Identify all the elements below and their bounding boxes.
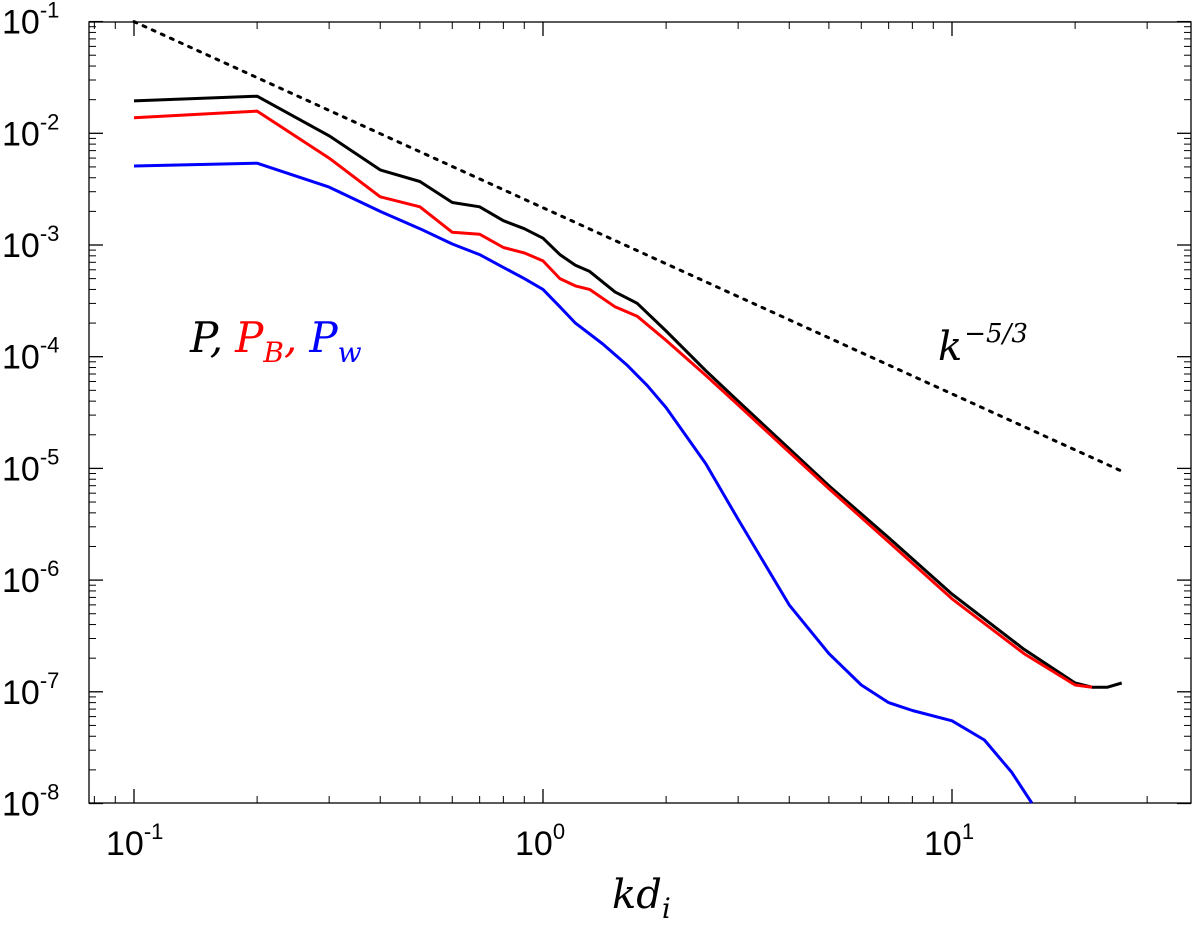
y-tick-label: 10-4 (2, 333, 59, 377)
x-axis-label: kdi (612, 872, 671, 925)
series-line-p-w (133, 161, 1034, 804)
x-axis: 10-1 100 101 (93, 22, 1148, 863)
y-tick-label: 10-2 (2, 109, 59, 153)
series-line-p-b (133, 109, 1093, 689)
y-tick-label: 10-5 (2, 444, 59, 488)
y-tick-label: 10-1 (2, 0, 59, 42)
y-axis: 10-1 10-2 10-3 10-4 10-5 10-6 10-7 10-8 (2, 0, 1191, 824)
legend: P, PB, Pw (189, 313, 362, 369)
series-layer (132, 20, 1124, 804)
series-line-k-5-3- (132, 20, 1124, 473)
y-tick-label: 10-8 (2, 780, 59, 824)
x-tick-label: 100 (515, 819, 565, 863)
x-tick-label: 10-1 (106, 819, 163, 863)
series-line-p (133, 94, 1123, 689)
x-tick-label: 101 (924, 819, 974, 863)
plot-frame (88, 21, 1192, 804)
legend-item-pw: P (308, 313, 338, 362)
legend-item-pb: P (234, 313, 264, 362)
slope-annotation: k−5/3 (938, 319, 1028, 370)
y-tick-label: 10-3 (2, 221, 59, 265)
y-tick-label: 10-6 (2, 556, 59, 600)
y-tick-label: 10-7 (2, 668, 59, 712)
